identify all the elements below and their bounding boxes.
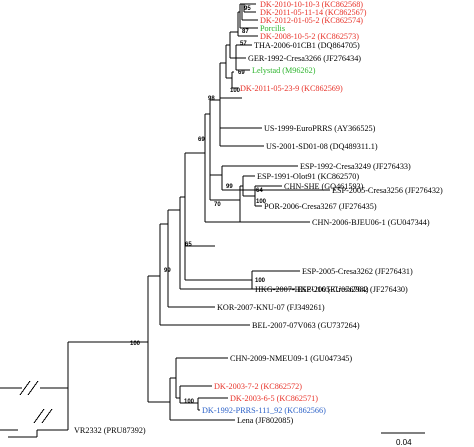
taxon-label: POR-2006-Cresa3267 (JF276435) — [264, 202, 377, 211]
taxon-labels: DK-2010-10-10-3 (KC862568) DK-2011-05-11… — [74, 0, 443, 435]
taxon-label: HKG-2007-HKEU16 (EU076704) — [255, 285, 369, 294]
bootstrap-value: 100 — [230, 88, 241, 94]
taxon-label: DK-2011-05-23-9 (KC862569) — [240, 84, 343, 93]
taxon-label: Lelystad (M96262) — [252, 66, 316, 75]
taxon-label: BEL-2007-07V063 (GU737264) — [252, 321, 360, 330]
bootstrap-value: 65 — [185, 242, 192, 248]
bootstrap-value: 95 — [244, 6, 251, 12]
bootstrap-value: 87 — [242, 29, 249, 35]
taxon-label: DK-2012-01-05-2 (KC862574) — [260, 16, 363, 25]
bootstrap-value: 69 — [198, 137, 205, 143]
scale-bar: 0.04 — [381, 432, 425, 447]
taxon-label: KOR-2007-KNU-07 (FJ349261) — [217, 303, 325, 312]
bootstrap-value: 70 — [214, 202, 221, 208]
tree-branches — [0, 3, 330, 438]
bootstrap-value: 100 — [256, 199, 267, 205]
bootstrap-value: 100 — [130, 341, 141, 347]
taxon-label: ESP-1992-Cresa3249 (JF276433) — [300, 162, 411, 171]
bootstrap-value: 98 — [208, 96, 215, 102]
bootstrap-values: 95 87 57 69 100 98 69 99 64 100 70 65 99… — [130, 6, 267, 405]
taxon-label: ESP-2005-Cresa3256 (JF276432) — [332, 186, 443, 195]
taxon-label: GER-1992-Cresa3266 (JF276434) — [248, 54, 361, 63]
bootstrap-value: 100 — [255, 278, 266, 284]
taxon-label: DK-2003-7-2 (KC862572) — [214, 382, 302, 391]
taxon-label: DK-2008-10-5-2 (KC862573) — [260, 32, 359, 41]
taxon-label: ESP-2005-Cresa2982 (JF276430) — [297, 285, 408, 294]
taxon-label: DK-2003-6-5 (KC862571) — [230, 394, 318, 403]
taxon-label: ESP-1991-Olot91 (KC862570) — [257, 172, 359, 181]
taxon-label: US-2001-SD01-08 (DQ489311.1) — [266, 142, 378, 151]
taxon-label: CHN-2009-NMEU09-1 (GU047345) — [230, 354, 352, 363]
taxon-label: DK-2010-10-10-3 (KC862568) — [260, 0, 363, 9]
bootstrap-value: 100 — [184, 399, 195, 405]
bootstrap-value: 64 — [256, 188, 263, 194]
scale-bar-label: 0.04 — [396, 438, 412, 447]
bootstrap-value: 57 — [240, 41, 247, 47]
taxon-label: CHN-SHE (GQ461593) — [284, 182, 364, 191]
bootstrap-value: 99 — [226, 184, 233, 190]
taxon-label: DK-2011-05-11-14 (KC862567) — [260, 8, 367, 17]
taxon-label: THA-2006-01CB1 (DQ864705) — [254, 41, 360, 50]
branch-break-marks — [19, 380, 53, 424]
taxon-label: DK-1992-PRRS-111_92 (KC862566) — [202, 406, 326, 415]
bootstrap-value: 69 — [238, 70, 245, 76]
taxon-label: VR2332 (PRU87392) — [74, 426, 146, 435]
taxon-label: Lena (JF802085) — [237, 416, 293, 425]
taxon-label: Porcilis — [260, 24, 285, 33]
taxon-label: US-1999-EuroPRRS (AY366525) — [264, 124, 376, 133]
taxon-label: CHN-2006-BJEU06-1 (GU047344) — [312, 218, 430, 227]
taxon-label: ESP-2005-Cresa3262 (JF276431) — [302, 267, 413, 276]
bootstrap-value: 99 — [164, 268, 171, 274]
